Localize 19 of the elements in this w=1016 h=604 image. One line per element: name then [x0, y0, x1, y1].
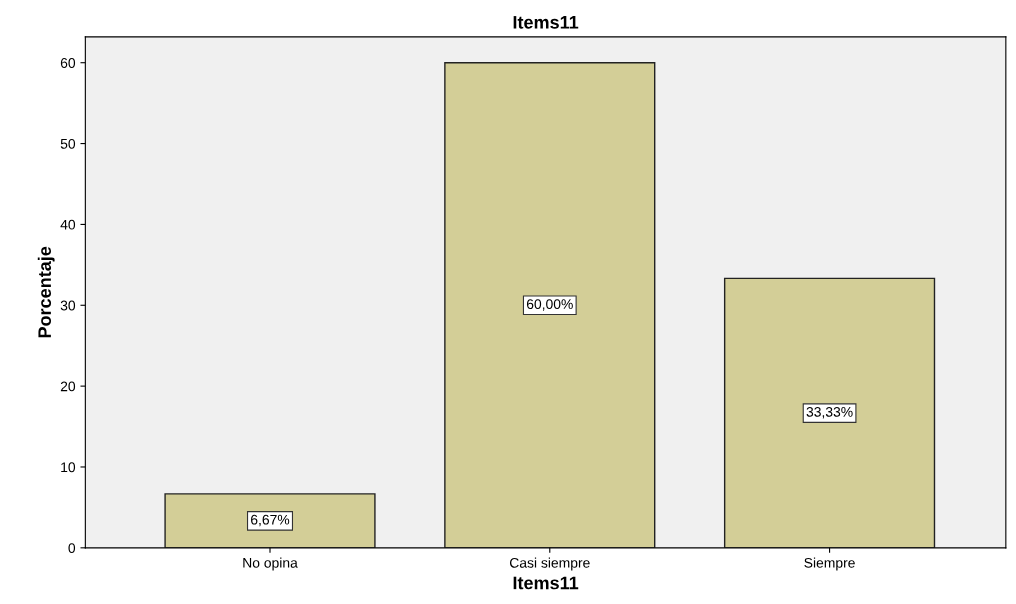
x-axis-title: Items11 — [513, 576, 579, 590]
y-tick-label: 0 — [68, 543, 76, 553]
data-label: 60,00% — [526, 299, 573, 311]
y-tick-label: 20 — [60, 381, 76, 392]
y-tick-label: 10 — [61, 462, 76, 473]
bar — [164, 493, 376, 548]
bar — [444, 62, 656, 548]
y-axis-title: Porcentaje — [37, 246, 55, 338]
y-tick-label: 30 — [60, 300, 76, 311]
x-tick-label: Casi siempre — [509, 557, 590, 571]
y-tick-label: 60 — [60, 58, 76, 68]
bar — [723, 277, 936, 548]
x-tick-label: No opina — [243, 557, 298, 571]
y-tick-label: 40 — [60, 219, 76, 230]
data-label: 6,67% — [251, 514, 290, 527]
data-label: 33,33% — [806, 406, 853, 419]
x-tick-label: Siempre — [804, 557, 855, 571]
y-tick-label: 50 — [60, 138, 76, 149]
chart-title: Items11 — [513, 16, 579, 29]
